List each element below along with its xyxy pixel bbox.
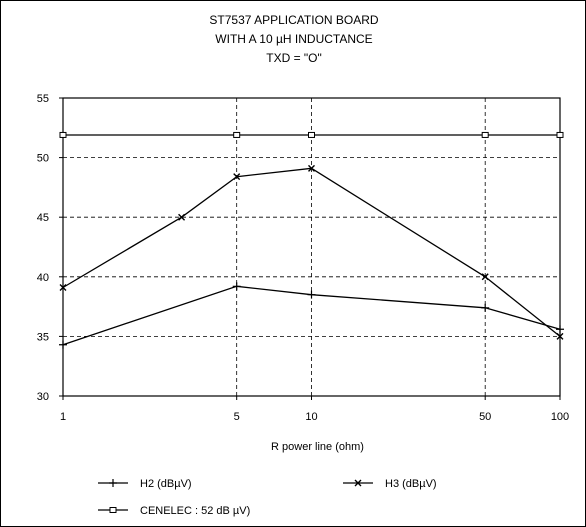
legend-label-3: CENELEC : 52 dB µV): [140, 505, 250, 517]
x-tick-label: 1: [60, 411, 66, 423]
y-tick-label: 45: [37, 212, 49, 224]
legend-marker-1: [109, 479, 117, 487]
data-point-series-2: [308, 164, 315, 172]
chart-title-line-1: ST7537 APPLICATION BOARD: [209, 13, 379, 27]
x-tick-label: 50: [479, 411, 491, 423]
data-point-series-2: [556, 332, 564, 340]
data-point-series-1: [556, 325, 564, 334]
data-point-series-3: [59, 131, 67, 138]
y-tick-label: 50: [37, 153, 49, 165]
chart-title-line-3: TXD = "O": [266, 51, 322, 65]
data-point-series-1: [481, 303, 490, 312]
y-tick-label: 30: [37, 391, 49, 403]
data-point-series-2: [233, 173, 241, 181]
data-point-series-3: [556, 131, 564, 138]
legend-marker-2: [354, 479, 362, 487]
data-point-series-3: [481, 131, 489, 138]
series-line-2: [62, 167, 561, 337]
data-point-series-2: [59, 284, 67, 292]
data-point-series-1: [59, 340, 67, 349]
x-tick-label: 100: [551, 411, 569, 423]
legend-marker-3: [109, 507, 117, 513]
y-tick-label: 55: [37, 93, 49, 105]
y-tick-label: 35: [37, 331, 49, 343]
legend-label-2: H3 (dBµV): [385, 478, 437, 490]
data-point-series-3: [308, 131, 315, 138]
data-point-series-1: [232, 282, 241, 291]
x-tick-label: 10: [305, 411, 317, 423]
data-point-series-1: [307, 290, 316, 299]
chart-title-line-2: WITH A 10 µH INDUCTANCE: [215, 32, 373, 46]
data-point-series-2: [481, 273, 489, 281]
y-tick-label: 40: [37, 272, 49, 284]
data-point-series-3: [233, 131, 241, 138]
x-axis-label: R power line (ohm): [271, 441, 364, 453]
legend-label-1: H2 (dBµV): [140, 478, 192, 490]
data-point-series-2: [178, 213, 186, 221]
x-tick-label: 5: [234, 411, 240, 423]
